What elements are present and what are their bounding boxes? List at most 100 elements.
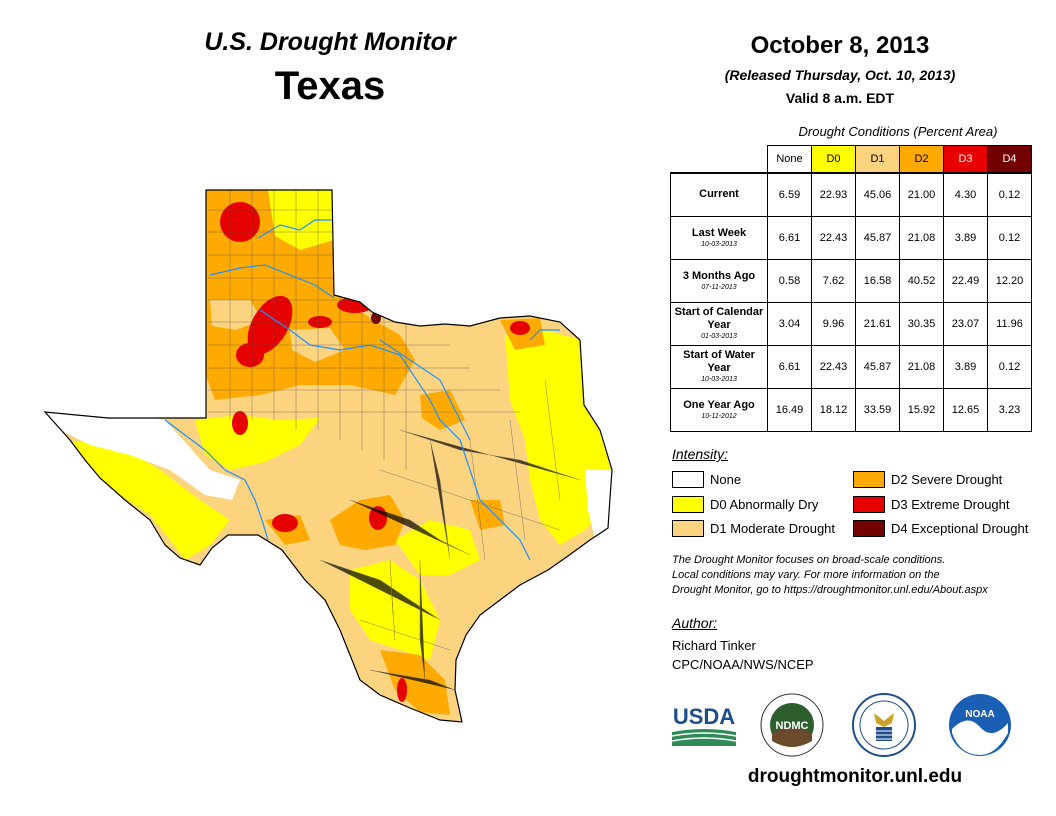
texas-drought-map [43,189,613,723]
legend-item-d2: D2 Severe Drought [853,469,1002,489]
map-d2-patch [470,500,505,530]
legend-item-d4: D4 Exceptional Drought [853,518,1028,538]
ndmc-logo: NDMC [760,693,824,757]
table-row: Start of Water Year 10-03-2013 6.61 22.43… [670,344,1032,389]
legend-label: D2 Severe Drought [891,471,1003,487]
table-cell: 3.23 [987,387,1032,432]
note-line: The Drought Monitor focuses on broad-sca… [672,554,946,566]
map-d0-west [60,440,230,560]
usda-logo: USDA [671,704,737,746]
table-cell: 21.00 [899,172,944,217]
row-date: 10-03-2013 [701,376,737,383]
legend-item-d1: D1 Moderate Drought [672,518,835,538]
author-org: CPC/NOAA/NWS/NCEP [672,657,814,672]
map-d0-central-west [195,415,320,470]
noaa-logo-text: NOAA [965,709,994,720]
table-cell: 9.96 [811,301,856,346]
ndmc-logo-text: NDMC [776,720,809,732]
col-d1: D1 [855,145,900,174]
noaa-logo: NOAA [949,694,1011,756]
row-label: Last Week 10-03-2013 [670,215,768,260]
table-cell: 21.08 [899,344,944,389]
table-cell: 30.35 [899,301,944,346]
note-line: Drought Monitor, go to https://droughtmo… [672,584,988,596]
row-label: Current [670,172,768,217]
table-cell: 23.07 [943,301,988,346]
map-d0-north [268,190,334,250]
table-cell: 22.43 [811,344,856,389]
legend-label: None [710,471,742,487]
usda-logo-text: USDA [673,704,735,729]
map-none-east [585,470,612,540]
col-d4: D4 [987,145,1032,174]
table-cell: 33.59 [855,387,900,432]
legend-swatch [672,519,704,537]
table-cell: 7.62 [811,258,856,303]
legend-label: D3 Extreme Drought [891,496,1010,512]
drought-conditions-table: None D0 D1 D2 D3 D4 Current 6.59 22.93 4… [670,145,1032,432]
table-cell: 21.08 [899,215,944,260]
map-d0-south-central [395,520,480,575]
row-label: 3 Months Ago 07-11-2013 [670,258,768,303]
table-cell: 45.87 [855,344,900,389]
table-row: Start of Calendar Year 01-03-2013 3.04 9.… [670,301,1032,346]
legend-label: D1 Moderate Drought [710,520,836,536]
table-cell: 3.89 [943,344,988,389]
table-cell: 22.43 [811,215,856,260]
row-date: 01-03-2013 [701,333,737,340]
col-d0: D0 [811,145,856,174]
website-url[interactable]: droughtmonitor.unl.edu [747,766,963,787]
release-date: (Released Thursday, Oct. 10, 2013) [724,67,956,83]
table-cell: 4.30 [943,172,988,217]
table-cell: 6.59 [767,172,812,217]
legend-label: D4 Exceptional Drought [891,520,1029,536]
table-corner [671,146,768,174]
map-d3-patch [337,297,373,313]
rivers [164,219,560,561]
col-d2: D2 [899,145,944,174]
map-d3-patch [397,678,407,702]
map-date: October 8, 2013 [750,32,930,59]
map-d3-patch [232,411,248,435]
table-cell: 40.52 [899,258,944,303]
table-cell: 0.12 [987,172,1032,217]
product-title: U.S. Drought Monitor [204,28,456,56]
table-cell: 45.87 [855,215,900,260]
map-d2-rio-grande [380,650,450,715]
table-row: Last Week 10-03-2013 6.61 22.43 45.87 21.… [670,215,1032,260]
table-cell: 3.89 [943,215,988,260]
table-row: 3 Months Ago 07-11-2013 0.58 7.62 16.58 4… [670,258,1032,303]
table-row: Current 6.59 22.93 45.06 21.00 4.30 0.12 [670,172,1032,217]
table-cell: 12.65 [943,387,988,432]
map-none-west [45,405,240,500]
map-d3-patch [236,343,264,367]
row-date: 10-11-2012 [701,412,737,420]
legend-swatch [853,519,885,537]
table-cell: 11.96 [987,301,1032,346]
table-cell: 0.58 [767,258,812,303]
map-d3-patch [510,321,530,335]
row-date: 10-03-2013 [701,240,737,248]
table-cell: 45.06 [855,172,900,217]
legend-item-d0: D0 Abnormally Dry [672,494,818,514]
table-cell: 16.49 [767,387,812,432]
legend-swatch [853,495,885,513]
table-cell: 0.12 [987,215,1032,260]
map-d3-patch [247,295,293,355]
legend-label: D0 Abnormally Dry [710,496,819,512]
map-d3-patch [220,202,260,242]
table-cell: 6.61 [767,344,812,389]
valid-time: Valid 8 a.m. EDT [785,90,895,106]
note-line: Local conditions may vary. For more info… [672,569,940,581]
table-cell: 16.58 [855,258,900,303]
legend-item-d3: D3 Extreme Drought [853,494,1010,514]
table-caption: Drought Conditions (Percent Area) [798,124,998,139]
table-cell: 21.61 [855,301,900,346]
table-row: One Year Ago 10-11-2012 16.49 18.12 33.59… [670,387,1032,432]
doc-seal-logo [852,693,916,757]
legend-swatch [853,470,885,488]
map-d1-patch [210,300,262,330]
table-cell: 22.93 [811,172,856,217]
map-d2-central [420,390,465,430]
table-cell: 3.04 [767,301,812,346]
